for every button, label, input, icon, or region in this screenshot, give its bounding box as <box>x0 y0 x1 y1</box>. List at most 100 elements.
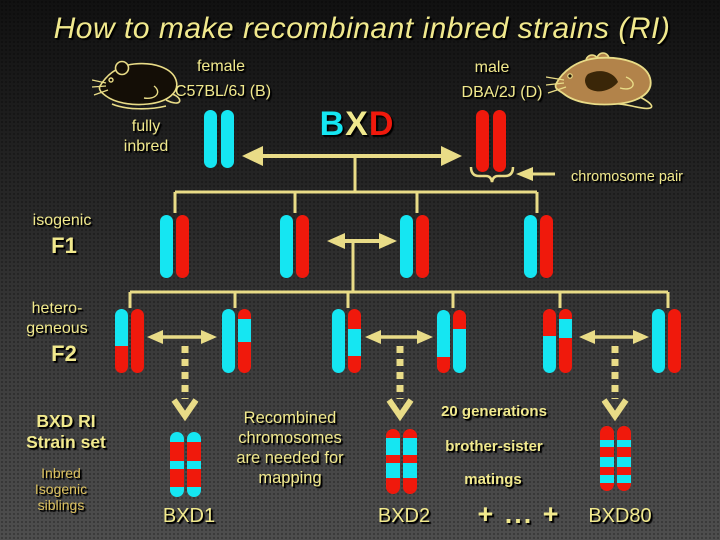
male-strain-label: DBA/2J (D) <box>461 84 543 101</box>
chromosome-segment-B <box>403 438 417 455</box>
chromosome-segment-D <box>493 110 506 172</box>
chromosome-segment-D <box>170 469 184 488</box>
chromosome-segment-D <box>238 342 251 373</box>
chromosome-segment-D <box>403 478 417 494</box>
f1-bracket-line <box>173 190 539 213</box>
chromosome-bar <box>416 215 429 278</box>
mouse-whiskers <box>546 76 567 94</box>
f1-mating-double-arrow-icon <box>327 233 397 249</box>
chromosome-segment-B <box>170 460 184 470</box>
chromosome-bar <box>600 426 614 491</box>
chromosome-segment-D <box>115 346 128 373</box>
chromosome-segment-D <box>416 215 429 278</box>
f2-mating-double-arrow-icon <box>579 330 649 344</box>
chromosome-pair-bxd80 <box>600 426 631 491</box>
mouse-haunch-line <box>619 76 634 90</box>
chromosome-segment-D <box>668 309 681 373</box>
chromosome-bar <box>400 215 413 278</box>
chromosome-segment-D <box>453 310 466 329</box>
female-sex-label: female <box>196 58 246 75</box>
chromosome-bar <box>238 309 251 373</box>
f2-label: F2 <box>51 341 77 366</box>
chromosome-segment-D <box>600 483 614 491</box>
chromosome-segment-D <box>386 478 400 494</box>
chromosome-pair-arrow-icon <box>516 167 555 181</box>
chromosome-segment-D <box>540 215 553 278</box>
strain-bxd1-label: BXD1 <box>162 505 216 527</box>
chromosome-segment-B <box>221 110 234 168</box>
chromosome-segment-D <box>187 442 201 461</box>
chromosome-pair-bxd2 <box>386 429 417 494</box>
parent-cross-double-arrow-icon <box>242 146 462 166</box>
chromosome-segment-D <box>296 215 309 278</box>
chromosome-pair-label: chromosome pair <box>571 169 684 185</box>
chromosome-segment-B <box>187 487 201 497</box>
note-line3: are needed for <box>236 449 344 467</box>
chromosome-segment-B <box>170 487 184 497</box>
f2-mating-double-arrow-icon <box>147 330 217 344</box>
chromosome-pair-parent-d <box>476 110 506 172</box>
ri-strain-set-label: BXD RI Strain set <box>26 411 106 453</box>
chromosome-segment-D <box>617 426 631 440</box>
chromosome-segment-B <box>617 439 631 448</box>
ri-title-line1: BXD RI <box>36 411 96 431</box>
bxd-letter-d: D <box>368 105 395 143</box>
inbreeding-dashed-arrow-icon <box>171 346 199 422</box>
chromosome-segment-D <box>348 309 361 329</box>
chromosome-segment-B <box>559 318 572 338</box>
chromosome-pair-brace-icon <box>469 166 515 183</box>
bxd-cross-title: BXD <box>320 105 395 144</box>
chromosome-segment-D <box>386 454 400 464</box>
chromosome-segment-D <box>617 483 631 491</box>
chromosome-segment-B <box>238 318 251 343</box>
strain-bxd80-label: BXD80 <box>588 505 652 527</box>
f2-adjective-line1: hetero- <box>31 300 83 317</box>
chromosome-segment-D <box>386 429 400 439</box>
siblings-line1: Inbred <box>41 465 81 481</box>
chromosome-bar <box>652 309 665 373</box>
chromosome-segment-B <box>403 463 417 479</box>
chromosome-pair-f2 <box>332 309 361 373</box>
chromosome-bar <box>543 309 556 373</box>
chromosome-segment-B <box>160 215 173 278</box>
chromosome-bar <box>280 215 293 278</box>
siblings-label: Inbred Isogenic siblings <box>35 465 87 513</box>
strain-ellipsis-label: + ... + <box>477 499 561 529</box>
chromosome-segment-B <box>600 474 614 484</box>
chromosome-segment-B <box>187 432 201 443</box>
chromosome-segment-D <box>170 442 184 461</box>
breeding-line2-label: brother-sister <box>445 438 543 455</box>
male-mouse-illustration <box>546 52 653 110</box>
chromosome-segment-B <box>115 309 128 347</box>
chromosome-bar <box>131 309 144 373</box>
ri-title-line2: Strain set <box>26 432 106 452</box>
chromosome-pair-f2 <box>652 309 681 373</box>
chromosome-segment-B <box>204 110 217 168</box>
mouse-belly-line <box>111 103 167 110</box>
fully-inbred-line1: fully <box>131 118 161 135</box>
chromosome-segment-B <box>543 335 556 373</box>
f2-adjective-label: hetero- geneous <box>26 299 87 339</box>
chromosome-segment-D <box>600 466 614 475</box>
chromosome-bar <box>176 215 189 278</box>
chromosome-bar <box>222 309 235 373</box>
chromosome-segment-B <box>332 309 345 373</box>
chromosome-segment-D <box>600 447 614 458</box>
chromosome-bar <box>476 110 489 172</box>
chromosome-bar <box>524 215 537 278</box>
chromosome-segment-D <box>476 110 489 172</box>
chromosome-segment-D <box>600 426 614 440</box>
chromosome-bar <box>348 309 361 373</box>
siblings-line2: Isogenic <box>34 481 88 497</box>
siblings-line3: siblings <box>37 497 85 513</box>
chromosome-pair-f1 <box>280 215 309 278</box>
breeding-line1-label: 20 generations <box>441 403 547 420</box>
chromosome-segment-B <box>617 457 631 467</box>
chromosome-segment-D <box>176 215 189 278</box>
chromosome-pair-f2 <box>543 309 572 373</box>
chromosome-bar <box>332 309 345 373</box>
male-sex-label: male <box>474 59 510 76</box>
chromosome-segment-B <box>386 463 400 479</box>
mouse-haunch-line <box>143 85 159 100</box>
